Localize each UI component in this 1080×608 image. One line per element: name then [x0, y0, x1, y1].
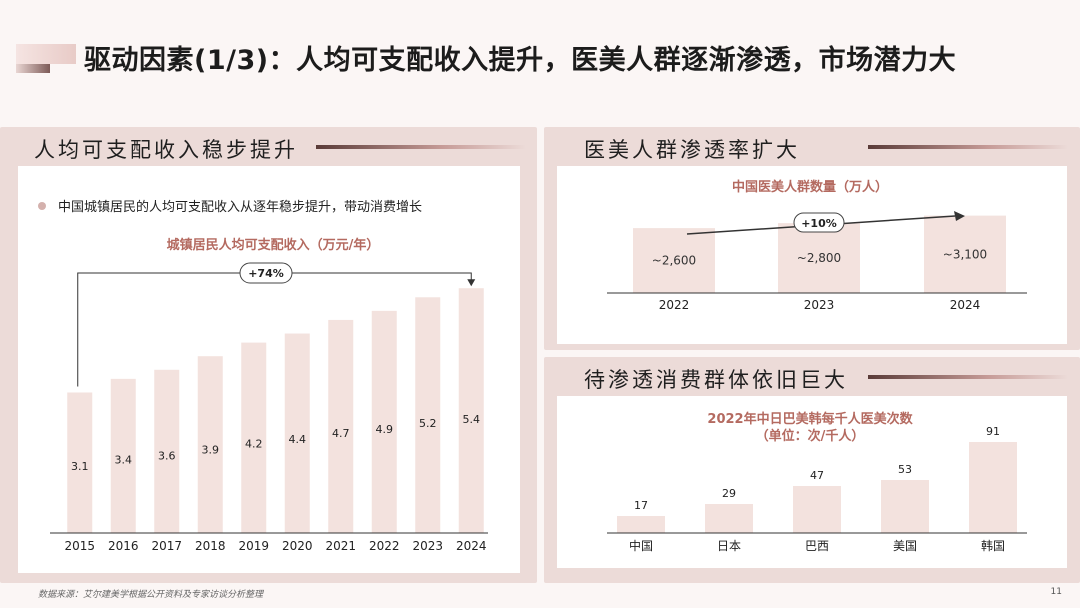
per-capita-bar [881, 480, 929, 533]
income-category-label: 2021 [325, 539, 356, 553]
income-category-label: 2019 [238, 539, 269, 553]
income-value-label: 4.4 [289, 433, 307, 446]
per-capita-chart-title: 2022年中日巴美韩每千人医美次数 [707, 412, 913, 427]
income-bar [458, 288, 484, 533]
income-chart: 3.1 2015 3.4 2016 3.6 2017 3.9 2018 4.2 2019 4.4 20… [50, 262, 488, 553]
per-capita-chart: 17 中国 29 日本 47 巴西 53 美国 91 韩国 [607, 425, 1027, 553]
income-category-label: 2023 [412, 539, 443, 553]
per-capita-category-label: 日本 [717, 539, 741, 553]
page-number: 11 [1050, 587, 1062, 597]
population-growth-badge [793, 212, 845, 233]
per-capita-category-label: 巴西 [805, 539, 829, 553]
left-section-title: 人均可支配收入稳步提升 [34, 138, 298, 162]
per-capita-chart-subtitle: （单位：次/千人） [755, 429, 865, 444]
bottom-right-section-title: 待渗透消费群体依旧巨大 [584, 368, 848, 392]
income-value-label: 3.1 [71, 460, 89, 473]
bullet-text: 中国城镇居民的人均可支配收入从逐年稳步提升，带动消费增长 [58, 200, 423, 215]
header-decoration-bottom [16, 64, 50, 73]
top-right-title-line [868, 145, 1068, 149]
income-bar [110, 378, 136, 533]
income-growth-bracket [77, 272, 472, 387]
per-capita-value-label: 91 [986, 425, 1000, 438]
income-value-label: 3.6 [158, 450, 176, 463]
income-bar [197, 356, 223, 533]
population-value-label: ~2,600 [652, 254, 696, 268]
per-capita-bar [793, 486, 841, 533]
population-bar [924, 215, 1006, 293]
income-bar [371, 310, 397, 533]
bottom-right-title-line [868, 375, 1068, 379]
income-value-label: 4.7 [332, 427, 350, 440]
income-bar [328, 319, 354, 533]
income-bar [241, 342, 267, 533]
population-growth-label: +10% [801, 217, 837, 230]
per-capita-bar [969, 442, 1017, 533]
source-note: 数据来源：艾尔建美学根据公开资料及专家访谈分析整理 [38, 590, 264, 600]
population-category-label: 2024 [950, 298, 981, 312]
income-category-label: 2020 [282, 539, 313, 553]
income-category-label: 2016 [108, 539, 139, 553]
population-chart-title: 中国医美人群数量（万人） [731, 180, 888, 195]
population-category-label: 2022 [659, 298, 690, 312]
income-category-label: 2024 [456, 539, 487, 553]
left-title-line [316, 145, 526, 149]
income-category-label: 2018 [195, 539, 226, 553]
header-decoration-top [16, 44, 76, 64]
per-capita-value-label: 47 [810, 469, 824, 482]
population-category-label: 2023 [804, 298, 835, 312]
income-value-label: 4.2 [245, 437, 263, 450]
income-bar [67, 392, 93, 533]
income-bar [154, 369, 180, 533]
income-bar [284, 333, 310, 533]
per-capita-category-label: 中国 [629, 538, 653, 553]
top-right-section-title: 医美人群渗透率扩大 [584, 138, 800, 162]
income-value-label: 3.9 [202, 443, 220, 456]
income-category-label: 2022 [369, 539, 400, 553]
income-category-label: 2017 [151, 539, 182, 553]
per-capita-category-label: 美国 [893, 539, 917, 553]
income-arrow-head [467, 279, 476, 287]
population-value-label: ~3,100 [943, 247, 987, 261]
per-capita-bar [705, 504, 753, 533]
bullet-dot [38, 202, 46, 210]
income-value-label: 3.4 [115, 454, 133, 467]
income-value-label: 5.4 [463, 413, 481, 426]
page-title: 驱动因素(1/3)：人均可支配收入提升，医美人群逐渐渗透，市场潜力大 [84, 45, 957, 76]
per-capita-value-label: 17 [634, 499, 648, 512]
per-capita-category-label: 韩国 [981, 538, 1005, 553]
population-value-label: ~2,800 [797, 251, 841, 265]
income-bar [415, 297, 441, 533]
income-chart-title: 城镇居民人均可支配收入（万元/年） [166, 238, 380, 253]
population-chart: ~2,600 2022 ~2,800 2023 ~3,100 2024 +10% [607, 211, 1027, 312]
population-bar [633, 228, 715, 293]
income-category-label: 2015 [64, 539, 95, 553]
per-capita-value-label: 53 [898, 463, 912, 476]
income-growth-label: +74% [248, 267, 284, 280]
income-value-label: 5.2 [419, 417, 437, 430]
per-capita-value-label: 29 [722, 487, 736, 500]
per-capita-bar [617, 516, 665, 533]
income-growth-badge [239, 262, 293, 284]
population-arrow-head [954, 211, 965, 221]
population-bar [778, 223, 860, 293]
income-value-label: 4.9 [376, 423, 394, 436]
